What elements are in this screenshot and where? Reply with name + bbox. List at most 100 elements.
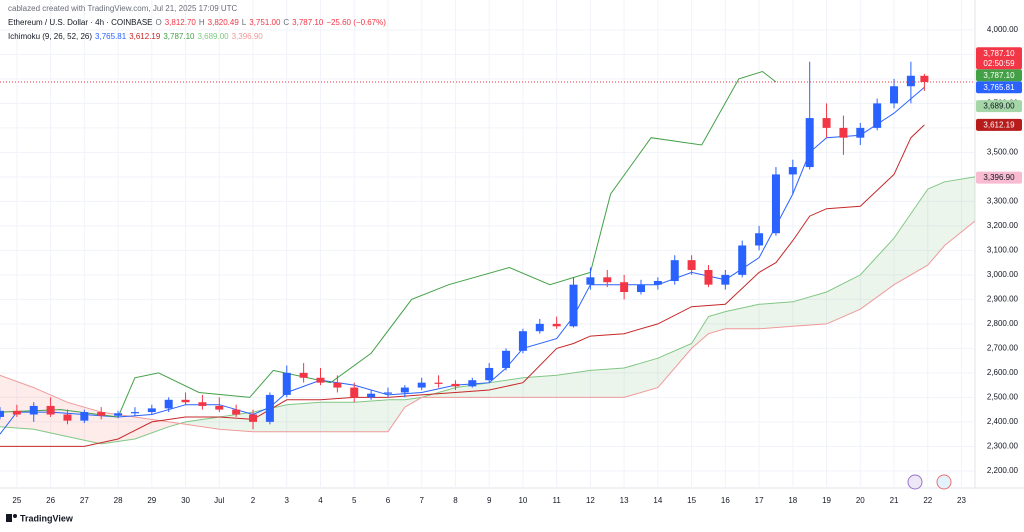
y-tick-label: 2,600.00 bbox=[987, 368, 1019, 377]
y-tick-label: 3,300.00 bbox=[987, 196, 1019, 205]
indicator-value: 3,787.10 bbox=[163, 32, 195, 41]
cloud-fill bbox=[826, 274, 861, 324]
indicator-value: 3,612.19 bbox=[129, 32, 161, 41]
ohlc-value: 3,751.00 bbox=[249, 18, 281, 27]
price-tag-label: 3,612.19 bbox=[983, 121, 1015, 130]
x-tick-label: 11 bbox=[553, 496, 562, 505]
y-tick-label: 2,900.00 bbox=[987, 294, 1019, 303]
x-tick-label: 22 bbox=[923, 496, 932, 505]
candle-body bbox=[920, 75, 929, 83]
y-tick-label: 2,400.00 bbox=[987, 417, 1019, 426]
cloud-fill bbox=[0, 375, 34, 430]
candle-body bbox=[434, 382, 443, 384]
candle-body bbox=[215, 405, 224, 410]
candle-body bbox=[80, 412, 89, 421]
candle-body bbox=[0, 410, 4, 417]
x-tick-label: 19 bbox=[822, 496, 831, 505]
candle-body bbox=[704, 269, 713, 285]
x-tick-label: 5 bbox=[352, 496, 357, 505]
indicator-line bbox=[0, 124, 925, 447]
ohlc-value: 3,820.49 bbox=[207, 18, 239, 27]
candle-body bbox=[637, 284, 646, 293]
credit: cablazed created with TradingView.com, J… bbox=[8, 4, 238, 13]
cloud-fill bbox=[624, 358, 658, 398]
indicator-value: 3,396.90 bbox=[231, 32, 263, 41]
candle-body bbox=[12, 410, 21, 415]
cloud-fill bbox=[894, 189, 928, 285]
candle-body bbox=[383, 392, 392, 394]
price-tag-label: 3,765.81 bbox=[983, 83, 1015, 92]
cloud-fill bbox=[522, 375, 557, 398]
candle-body bbox=[367, 393, 376, 398]
price-tag-label: 3,787.10 bbox=[983, 49, 1015, 58]
x-tick-label: Jul bbox=[214, 496, 224, 505]
y-tick-label: 2,300.00 bbox=[987, 441, 1019, 450]
x-tick-label: 30 bbox=[181, 496, 190, 505]
cloud-fill bbox=[185, 416, 220, 430]
candle-body bbox=[839, 127, 848, 138]
candle-body bbox=[232, 409, 241, 415]
candle-body bbox=[451, 383, 460, 387]
cloud-fill bbox=[708, 311, 726, 334]
candle-body bbox=[535, 323, 544, 332]
x-tick-label: 16 bbox=[721, 496, 730, 505]
candle-body bbox=[97, 412, 106, 416]
price-tag bbox=[976, 171, 1022, 184]
indicator-value: 3,689.00 bbox=[197, 32, 229, 41]
y-tick-label: 3,500.00 bbox=[987, 147, 1019, 156]
price-tag bbox=[976, 47, 1022, 70]
candle-body bbox=[738, 245, 747, 275]
candle-body bbox=[299, 372, 308, 378]
cloud-fill bbox=[691, 316, 709, 349]
y-tick-label: 4,000.00 bbox=[987, 25, 1019, 34]
y-tick-label: 2,500.00 bbox=[987, 392, 1019, 401]
candle-body bbox=[670, 260, 679, 281]
price-tag bbox=[976, 81, 1022, 94]
cloud-fill bbox=[860, 238, 895, 310]
x-tick-label: 6 bbox=[386, 496, 391, 505]
x-tick-label: 4 bbox=[318, 496, 323, 505]
indicator-row: Ichimoku (9, 26, 52, 26) 3,765.81 3,612.19… bbox=[8, 30, 389, 44]
cloud-fill bbox=[556, 370, 591, 398]
x-tick-label: 3 bbox=[285, 496, 290, 505]
y-tick-label: 2,200.00 bbox=[987, 466, 1019, 475]
candle-body bbox=[569, 284, 578, 327]
ohlc-key: H bbox=[198, 18, 205, 27]
candle-body bbox=[653, 280, 662, 285]
candle-body bbox=[417, 382, 426, 388]
y-tick-label: 2,700.00 bbox=[987, 343, 1019, 352]
x-tick-label: 20 bbox=[856, 496, 865, 505]
candle-body bbox=[333, 382, 342, 388]
x-tick-label: 10 bbox=[518, 496, 527, 505]
price-tag-countdown: 02:50:59 bbox=[983, 59, 1015, 68]
cloud-fill bbox=[489, 377, 523, 398]
candle-body bbox=[502, 350, 511, 368]
cloud-fill bbox=[219, 412, 254, 432]
logo: TradingView bbox=[6, 513, 74, 523]
candle-body bbox=[29, 405, 38, 415]
x-tick-label: 27 bbox=[80, 496, 89, 505]
candle-body bbox=[249, 414, 258, 422]
symbol: Ethereum / U.S. Dollar · 4h · COINBASE bbox=[8, 18, 153, 27]
candle-body bbox=[620, 282, 629, 293]
ohlc-value: 3,812.70 bbox=[164, 18, 196, 27]
x-tick-label: 9 bbox=[487, 496, 492, 505]
candle-body bbox=[198, 402, 207, 406]
candle-body bbox=[400, 387, 409, 393]
indicator-name: Ichimoku (9, 26, 52, 26) bbox=[8, 32, 93, 41]
candle-body bbox=[63, 414, 72, 421]
candle-body bbox=[181, 399, 190, 403]
candle-body bbox=[316, 377, 325, 383]
price-tag bbox=[976, 69, 1022, 82]
cloud-fill bbox=[101, 412, 135, 444]
candle-body bbox=[603, 277, 612, 283]
x-tick-label: 15 bbox=[687, 496, 696, 505]
candle-body bbox=[350, 387, 359, 398]
cloud-fill bbox=[792, 292, 827, 327]
x-tick-label: 26 bbox=[46, 496, 55, 505]
icon bbox=[936, 474, 952, 490]
brand: TradingView bbox=[20, 513, 74, 523]
candle-body bbox=[788, 167, 797, 175]
x-tick-label: 7 bbox=[419, 496, 424, 505]
